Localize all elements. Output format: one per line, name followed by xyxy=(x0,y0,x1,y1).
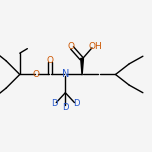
Text: D: D xyxy=(51,99,57,108)
Text: OH: OH xyxy=(89,42,103,51)
Text: N: N xyxy=(62,69,69,79)
Polygon shape xyxy=(81,58,83,75)
Text: O: O xyxy=(67,42,74,51)
Text: D: D xyxy=(74,99,80,108)
Text: D: D xyxy=(62,103,69,112)
Text: O: O xyxy=(33,69,40,79)
Text: O: O xyxy=(47,56,54,65)
